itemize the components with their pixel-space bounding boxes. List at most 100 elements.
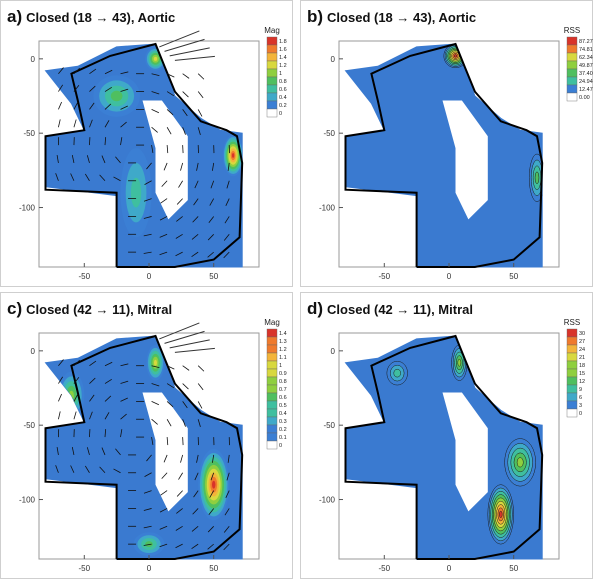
colorbar-swatch (567, 61, 577, 69)
colorbar-swatch (567, 93, 577, 101)
x-tick-label: 50 (209, 272, 218, 281)
colorbar-swatch (267, 417, 277, 425)
colorbar-label: 0.00 (579, 95, 590, 101)
colorbar-label: 12.47 (579, 87, 593, 93)
colorbar-label: 12 (579, 379, 585, 385)
y-tick-label: -100 (19, 496, 36, 505)
contour-band (458, 359, 461, 366)
contour-band (499, 511, 502, 518)
colorbar-label: 74.81 (579, 47, 593, 53)
colorbar-label: 0.7 (279, 387, 287, 393)
colorbar-swatch (267, 353, 277, 361)
colorbar-swatch (567, 393, 577, 401)
colorbar-label: 9 (579, 387, 582, 393)
colorbar-label: 18 (579, 363, 585, 369)
colorbar-label: 37.40 (579, 71, 593, 77)
panel-b-label: b) (307, 7, 323, 26)
x-tick-label: 50 (509, 564, 518, 573)
colorbar-swatch (267, 377, 277, 385)
colorbar-swatch (567, 369, 577, 377)
x-tick-label: 50 (509, 272, 518, 281)
colorbar-label: 24 (579, 347, 585, 353)
colorbar-label: 0 (279, 443, 282, 449)
colorbar-label: 27 (579, 339, 585, 345)
colorbar-label: 1 (279, 363, 282, 369)
colorbar-swatch (567, 385, 577, 393)
contour-band (131, 178, 141, 208)
contour-band (154, 360, 157, 366)
y-tick-label: -50 (323, 129, 335, 138)
colorbar-swatch (567, 409, 577, 417)
colorbar-label: 0.6 (279, 395, 287, 401)
colorbar-swatch (567, 37, 577, 45)
panel-c-title-text: Closed (42 → 11), Mitral (26, 302, 172, 317)
contour-band (394, 369, 401, 377)
colorbar-label: 0.4 (279, 95, 287, 101)
colorbar-swatch (567, 337, 577, 345)
y-tick-label: -50 (323, 421, 335, 430)
contour-band (212, 481, 215, 489)
colorbar-swatch (267, 369, 277, 377)
colorbar-label: 21 (579, 355, 585, 361)
colorbar-swatch (567, 77, 577, 85)
colorbar-swatch (267, 101, 277, 109)
colorbar-swatch (567, 361, 577, 369)
colorbar-swatch (267, 433, 277, 441)
colorbar-swatch (267, 69, 277, 77)
colorbar-label: 1.4 (279, 331, 287, 337)
panel-a-label: a) (7, 7, 22, 26)
colorbar-label: 1.1 (279, 355, 287, 361)
colorbar-label: 62.34 (579, 55, 593, 61)
colorbar-label: 1.2 (279, 63, 287, 69)
colorbar-label: 0.6 (279, 87, 287, 93)
colorbar-label: 49.87 (579, 63, 593, 69)
colorbar-swatch (267, 393, 277, 401)
y-tick-label: -50 (23, 129, 35, 138)
colorbar-label: 30 (579, 331, 585, 337)
panel-b-title-text: Closed (18 → 43), Aortic (327, 10, 476, 25)
y-tick-label: -50 (23, 421, 35, 430)
colorbar-label: 6 (579, 395, 582, 401)
y-tick-label: 0 (331, 55, 336, 64)
panel-d-title: d)Closed (42 → 11), Mitral (307, 299, 473, 319)
x-tick-label: 0 (147, 272, 152, 281)
contour-band (154, 57, 157, 61)
colorbar-swatch (567, 85, 577, 93)
colorbar-label: 3 (579, 403, 582, 409)
colorbar-label: 0.4 (279, 411, 287, 417)
colorbar-swatch (267, 441, 277, 449)
colorbar-swatch (267, 329, 277, 337)
colorbar-swatch (267, 385, 277, 393)
colorbar-title: Mag (264, 318, 280, 327)
contour-band (454, 55, 457, 58)
colorbar-label: 87.27 (579, 39, 593, 45)
colorbar-swatch (267, 109, 277, 117)
y-tick-label: 0 (31, 55, 36, 64)
colorbar-swatch (267, 53, 277, 61)
colorbar-label: 0 (579, 411, 582, 417)
x-tick-label: 0 (447, 564, 452, 573)
colorbar-label: 1.4 (279, 55, 287, 61)
colorbar-label: 24.94 (579, 79, 593, 85)
colorbar-label: 15 (579, 371, 585, 377)
panel-c-label: c) (7, 299, 22, 318)
colorbar-swatch (267, 61, 277, 69)
colorbar-label: 1.8 (279, 39, 287, 45)
x-tick-label: -50 (379, 564, 391, 573)
colorbar-swatch (267, 409, 277, 417)
colorbar-label: 1.2 (279, 347, 287, 353)
colorbar-label: 1.3 (279, 339, 287, 345)
x-tick-label: -50 (379, 272, 391, 281)
colorbar-label: 0.5 (279, 403, 287, 409)
colorbar-swatch (267, 85, 277, 93)
colorbar-label: 0.3 (279, 419, 287, 425)
x-tick-label: 0 (447, 272, 452, 281)
